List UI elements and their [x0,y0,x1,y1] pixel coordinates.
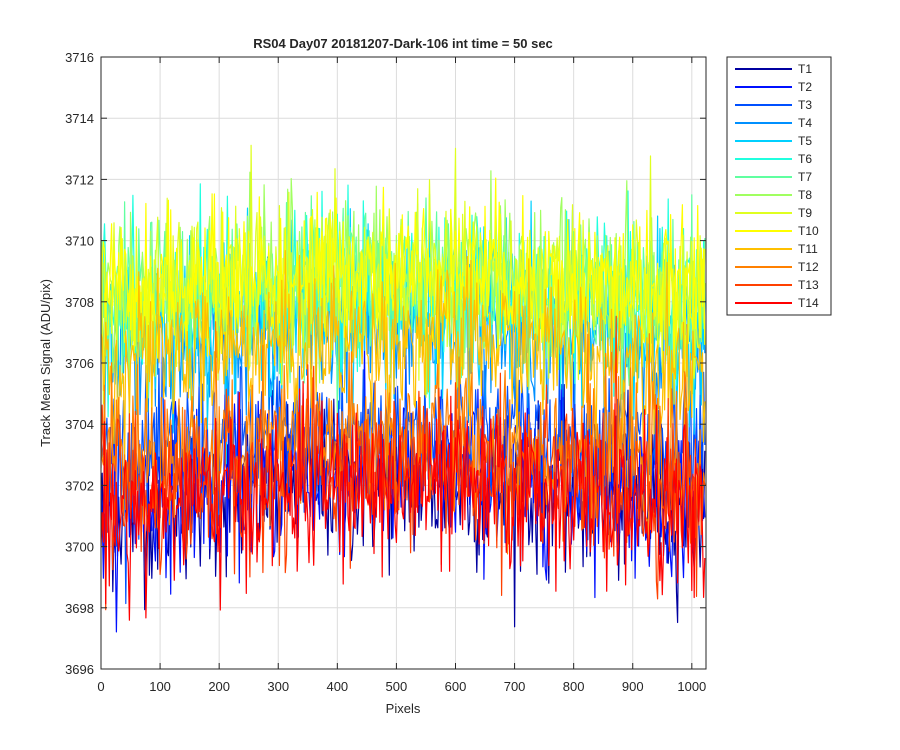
legend-box [726,56,832,316]
axis-ticks: 0 100 200 300 400 500 600 700 800 900 1000 3696 3698… [65,50,706,694]
chart-title: RS04 Day07 20181207-Dark-106 int time = … [253,36,553,51]
legend-label-t8: T8 [798,188,812,202]
x-tick-label: 800 [563,679,585,694]
x-tick-label: 400 [326,679,348,694]
x-tick-label: 0 [97,679,104,694]
x-tick-label: 200 [208,679,230,694]
y-tick-label: 3714 [65,111,94,126]
x-tick-label: 300 [267,679,289,694]
y-tick-label: 3702 [65,478,94,493]
x-tick-label: 100 [149,679,171,694]
legend-label-t11: T11 [798,242,818,256]
legend-label-t7: T7 [798,170,812,184]
y-tick-label: 3698 [65,601,94,616]
legend-label-t6: T6 [798,152,812,166]
series-lines [101,144,706,633]
legend-label-t2: T2 [798,80,812,94]
legend-label-t13: T13 [798,278,819,292]
y-axis-label: Track Mean Signal (ADU/pix) [38,279,53,447]
y-tick-label: 3700 [65,540,94,555]
legend-label-t1: T1 [798,62,812,76]
series-line-t11 [101,250,706,473]
y-tick-label: 3696 [65,662,94,677]
legend-label-t10: T10 [798,224,819,238]
y-tick-label: 3706 [65,356,94,371]
x-tick-label: 500 [386,679,408,694]
x-tick-label: 600 [445,679,467,694]
legend-label-t4: T4 [798,116,812,130]
x-tick-label: 900 [622,679,644,694]
x-axis-label: Pixels [386,701,421,716]
legend-label-t3: T3 [798,98,812,112]
y-tick-label: 3708 [65,295,94,310]
legend-label-t5: T5 [798,134,812,148]
legend-label-t9: T9 [798,206,812,220]
legend: T1 T2 T3 T4 T5 T6 T7 T8 T9 T10 T11 T12 T13 T14 [726,56,832,316]
y-tick-label: 3712 [65,172,94,187]
x-tick-label: 700 [504,679,526,694]
series-line-t14 [101,381,706,621]
series-line-t10 [101,177,706,405]
legend-label-t12: T12 [798,260,819,274]
y-tick-label: 3716 [65,50,94,65]
y-tick-label: 3710 [65,234,94,249]
legend-label-t14: T14 [798,296,819,310]
y-tick-label: 3704 [65,417,94,432]
x-tick-label: 1000 [677,679,706,694]
